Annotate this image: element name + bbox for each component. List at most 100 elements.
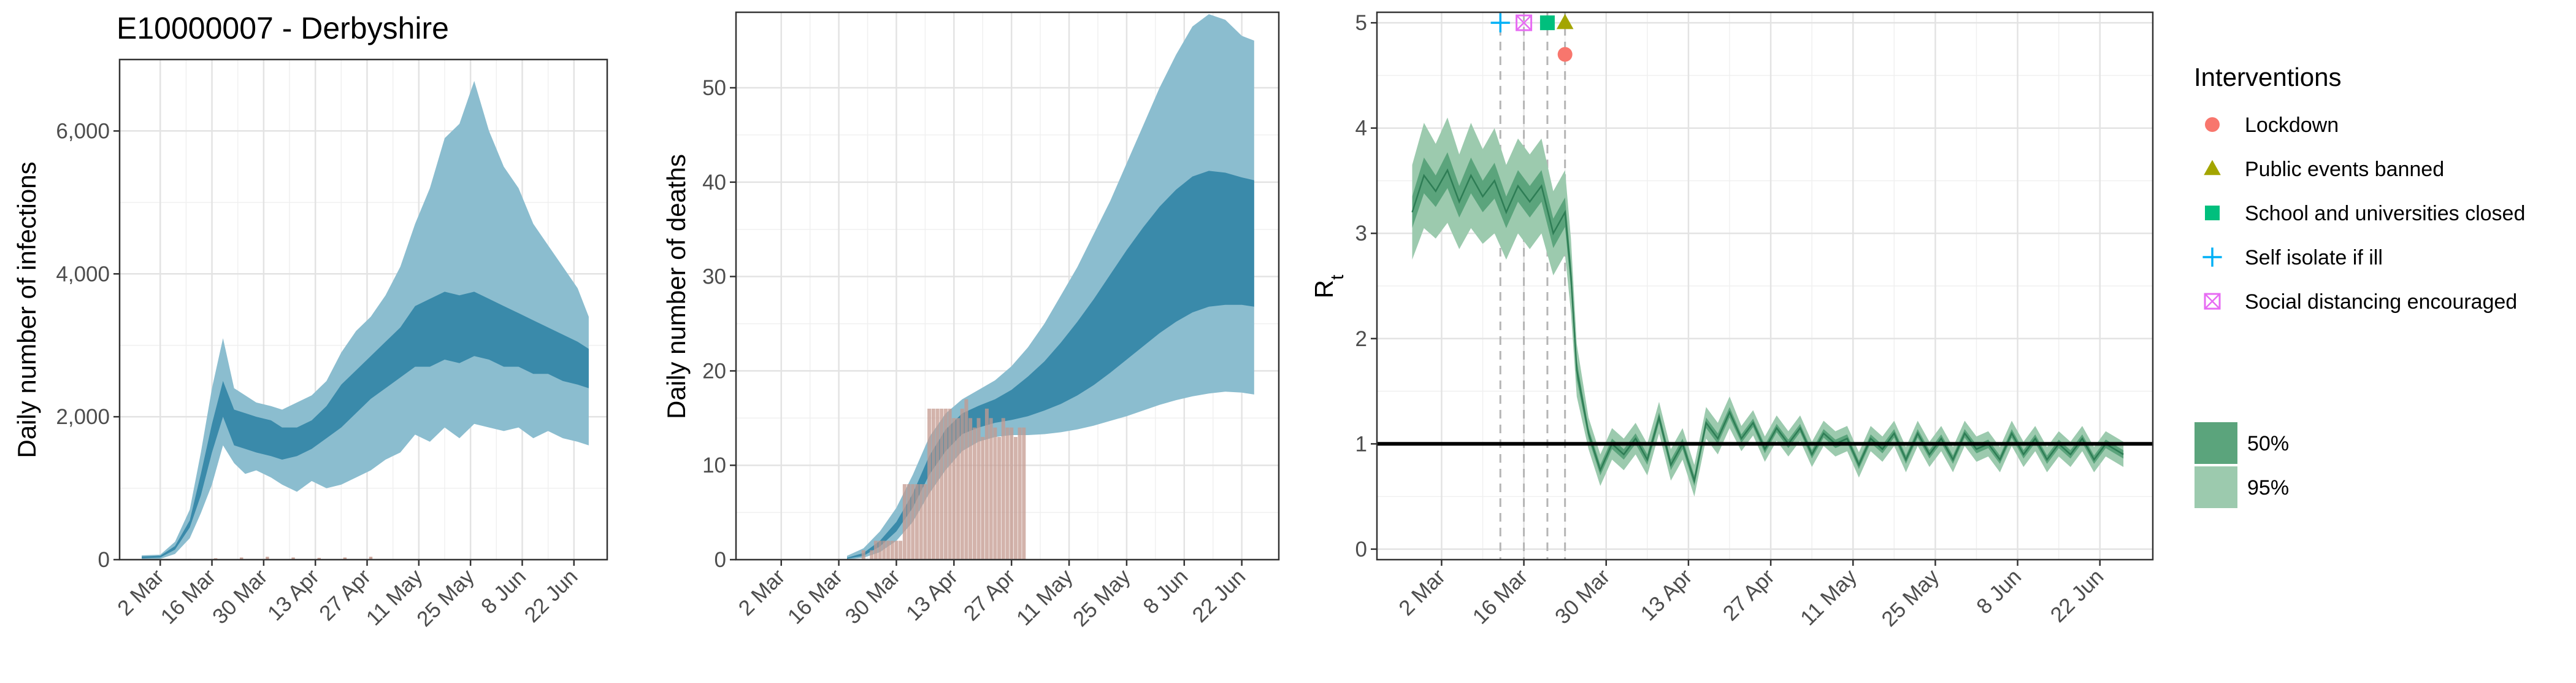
y-tick-label: 0	[715, 548, 726, 572]
boxcross-marker	[2204, 293, 2221, 310]
band-label: 50%	[2247, 432, 2289, 455]
reported-bar	[964, 399, 968, 560]
reported-bar	[873, 541, 878, 560]
x-tick-label: 22 Jun	[2046, 565, 2109, 627]
y-axis-title: Rt	[1309, 274, 1347, 298]
y-tick-label: 10	[702, 453, 726, 477]
x-tick-label: 8 Jun	[1138, 565, 1192, 619]
reported-bar	[960, 408, 964, 560]
y-axis-title: Daily number of infections	[12, 161, 41, 458]
x-tick-label: 27 Apr	[1719, 565, 1779, 625]
x-tick-label: 30 Mar	[841, 565, 905, 629]
x-tick-label: 22 Jun	[520, 565, 583, 627]
reported-bar	[1001, 418, 1005, 560]
circle-marker	[2205, 117, 2220, 132]
plot-border	[1376, 11, 2154, 561]
y-axis-title: Daily number of deaths	[662, 154, 691, 419]
reported-bar	[291, 557, 295, 560]
triangle-marker	[2204, 160, 2221, 176]
x-tick-label: 27 Apr	[959, 565, 1020, 625]
reported-bar	[997, 437, 1002, 560]
y-tick-label: 0	[1355, 538, 1367, 561]
reported-bar	[1022, 427, 1026, 560]
reported-bar	[968, 418, 973, 560]
square-marker	[1539, 15, 1555, 31]
reported-bar	[882, 541, 886, 560]
reported-bar	[989, 418, 993, 560]
y-tick-label: 5	[1355, 11, 1367, 35]
y-tick-label: 50	[702, 76, 726, 100]
reported-bar	[343, 557, 347, 560]
infections-panel: E10000007 - Derbyshire 02,0004,0006,000 …	[12, 11, 608, 631]
y-tick-label: 3	[1355, 222, 1367, 245]
reported-bar	[240, 557, 243, 560]
triangle-marker	[1556, 14, 1574, 29]
reported-deaths-bars	[861, 399, 1026, 560]
circle-marker	[1557, 47, 1573, 62]
y-tick-label: 40	[702, 171, 726, 195]
reported-bar	[935, 408, 940, 560]
reported-bar	[931, 408, 935, 560]
reported-bar	[902, 484, 907, 560]
legend-label: School and universities closed	[2245, 202, 2525, 225]
reported-bar	[886, 541, 891, 560]
reported-bar	[993, 427, 997, 560]
band-legend-item: 95%	[2195, 466, 2289, 508]
x-tick-label: 25 May	[412, 565, 479, 631]
legend-label: Self isolate if ill	[2245, 246, 2383, 269]
reported-bar	[1010, 427, 1014, 560]
rt-median-line	[1411, 168, 2124, 484]
legend-label: Social distancing encouraged	[2245, 290, 2517, 314]
x-tick-label: 16 Mar	[783, 565, 848, 629]
x-tick-label: 16 Mar	[156, 565, 221, 629]
y-axis-ticks: 0 1 2 3 4 5	[1355, 11, 1377, 561]
square-marker	[2205, 206, 2220, 220]
y-tick-label: 20	[702, 359, 726, 383]
rt-band-95pct	[1412, 117, 2124, 497]
reported-bar	[899, 541, 903, 560]
reported-bar	[890, 541, 894, 560]
reported-bar	[911, 484, 915, 560]
reported-bar	[956, 418, 960, 560]
plot-border	[735, 11, 1280, 561]
y-tick-label: 4,000	[56, 262, 110, 286]
legend: Interventions Lockdown Public events bann…	[2194, 63, 2525, 508]
legend-item: Lockdown	[2205, 114, 2339, 137]
band-50pct	[142, 291, 589, 558]
legend-item: Public events banned	[2204, 158, 2444, 181]
legend-label: Lockdown	[2245, 114, 2339, 137]
reported-bar	[317, 558, 321, 560]
legend-label: Public events banned	[2245, 158, 2444, 181]
reported-bar	[981, 437, 985, 560]
plus-marker	[1490, 13, 1510, 33]
intervention-markers	[1490, 13, 1574, 62]
x-tick-label: 2 Mar	[1394, 565, 1450, 620]
reported-bar	[907, 484, 911, 560]
reported-bar	[870, 550, 874, 560]
y-tick-label: 30	[702, 265, 726, 289]
reported-bar	[878, 541, 882, 560]
reported-bar	[1013, 437, 1018, 560]
reported-bar	[894, 541, 899, 560]
infection-bands	[142, 80, 589, 560]
y-tick-label: 2,000	[56, 405, 110, 429]
reported-bar	[914, 484, 919, 560]
y-tick-label: 4	[1355, 117, 1367, 141]
x-tick-label: 30 Mar	[208, 565, 272, 629]
x-tick-label: 13 Apr	[902, 565, 962, 625]
band-swatch	[2195, 422, 2237, 464]
legend-title: Interventions	[2194, 63, 2341, 91]
y-axis-ticks: 0 2,000 4,000 6,000	[56, 119, 120, 572]
reported-bar	[948, 408, 952, 560]
chart-title: E10000007 - Derbyshire	[117, 11, 449, 45]
reported-bar	[952, 418, 956, 560]
y-tick-label: 2	[1355, 327, 1367, 351]
x-tick-label: 13 Apr	[263, 565, 324, 625]
rt-bands	[1411, 117, 2124, 497]
x-tick-label: 25 May	[1068, 565, 1135, 631]
band-swatch	[2195, 466, 2237, 508]
reported-bar	[369, 557, 373, 560]
